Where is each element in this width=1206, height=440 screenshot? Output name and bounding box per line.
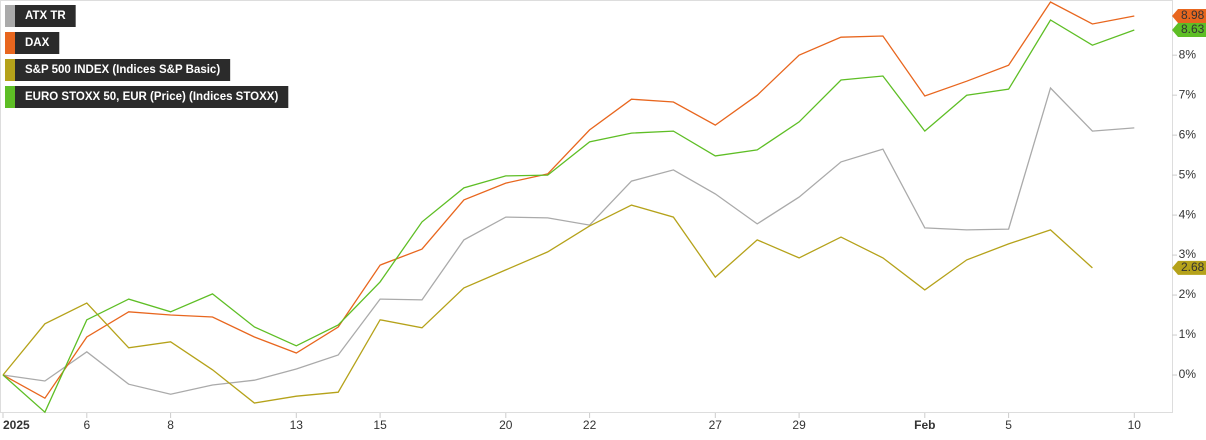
y-tick-label: 8% — [1179, 47, 1197, 61]
y-tick-label: 6% — [1179, 127, 1197, 141]
y-tick-label: 5% — [1179, 167, 1197, 181]
end-label-box — [1172, 22, 1206, 37]
legend-label: S&P 500 INDEX (Indices S&P Basic) — [25, 64, 220, 76]
x-tick-label: 20 — [499, 418, 513, 432]
x-tick-label: 2025 — [3, 418, 30, 432]
legend-box — [5, 32, 60, 54]
legend-box — [5, 59, 231, 81]
x-tick-label: 27 — [709, 418, 723, 432]
legend-label: ATX TR — [25, 10, 66, 22]
x-tick-label: 22 — [583, 418, 597, 432]
end-label: 8.63 — [1181, 22, 1205, 36]
y-tick-label: 4% — [1179, 207, 1197, 221]
legend-label: EURO STOXX 50, EUR (Price) (Indices STOX… — [25, 91, 278, 103]
x-tick-label: 29 — [792, 418, 806, 432]
plot-frame — [0, 0, 1173, 413]
series-line — [2, 1, 1135, 400]
x-tick-label: 6 — [83, 418, 90, 432]
legend-swatch — [5, 32, 15, 54]
y-tick-label: 3% — [1179, 247, 1197, 261]
end-label: 8.98 — [1181, 8, 1205, 22]
legend-label: DAX — [25, 37, 50, 49]
legend-box — [5, 86, 289, 108]
x-tick-label: 10 — [1128, 418, 1142, 432]
legend-swatch — [5, 59, 15, 81]
y-tick-label: 7% — [1179, 87, 1197, 101]
end-label: 2.68 — [1181, 260, 1205, 274]
legend-swatch — [5, 5, 15, 27]
legend: ATX TR DAX S&P 500 INDEX (Indices S&P Basi… — [5, 5, 289, 108]
legend-swatch — [5, 86, 15, 108]
end-label-box — [1172, 260, 1206, 275]
x-tick-label: Feb — [914, 418, 935, 432]
y-tick-label: 0% — [1179, 367, 1197, 381]
series-line — [2, 204, 1093, 404]
series-line — [2, 86, 1135, 395]
x-tick-label: 15 — [373, 418, 387, 432]
legend-box — [5, 5, 76, 27]
x-tick-label: 13 — [290, 418, 304, 432]
end-label-box — [1172, 8, 1206, 23]
y-tick-label: 1% — [1179, 327, 1197, 341]
x-tick-label: 8 — [167, 418, 174, 432]
x-tick-label: 5 — [1005, 418, 1012, 432]
y-tick-label: 2% — [1179, 287, 1197, 301]
series-line — [2, 19, 1135, 414]
